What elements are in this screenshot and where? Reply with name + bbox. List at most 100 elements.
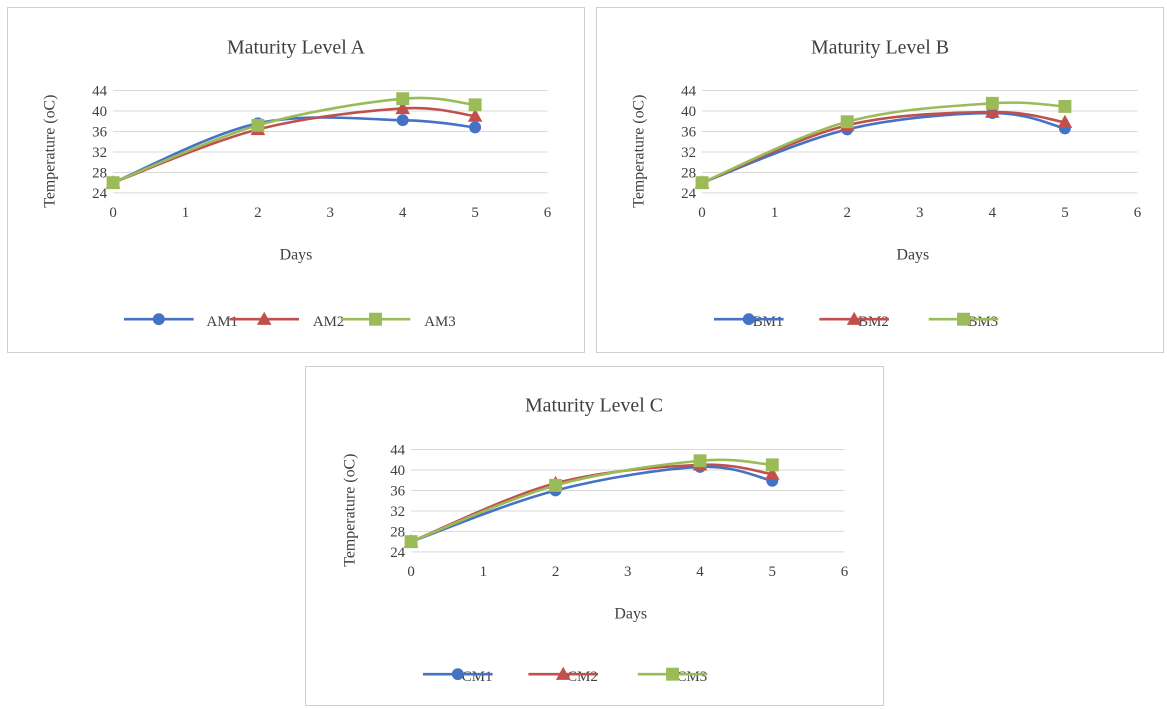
series-line-bm1: [700, 111, 1067, 184]
series-line-cm3: [409, 458, 774, 543]
x-tick-label-a-1: 1: [182, 205, 189, 221]
x-tick-label-c-5: 5: [769, 564, 776, 580]
legend-marker-am2: [256, 311, 272, 325]
data-point-bm3-day0: [695, 176, 709, 190]
gridlines-a: [113, 90, 548, 194]
legend-marker-cm2: [555, 666, 571, 680]
x-tick-label-b-4: 4: [989, 205, 997, 221]
y-tick-label-a-32: 32: [92, 145, 107, 161]
data-point-cm3-day0: [404, 535, 418, 549]
gridlines-c: [411, 449, 845, 553]
x-tick-label-b-3: 3: [916, 205, 923, 221]
chart-panel-a: Maturity Level A Days Temperature (oC) A…: [7, 7, 585, 353]
series-line-am3: [111, 96, 477, 184]
legend-marker-bm2: [846, 311, 862, 325]
x-axis-title-b: Days: [896, 247, 929, 264]
chart-title-b: Maturity Level B: [811, 37, 949, 59]
chart-title-a: Maturity Level A: [227, 37, 366, 59]
x-tick-label-c-2: 2: [552, 564, 559, 580]
x-tick-label-c-3: 3: [624, 564, 631, 580]
y-tick-label-c-44: 44: [390, 442, 405, 458]
x-tick-label-a-3: 3: [327, 205, 334, 221]
x-tick-label-a-6: 6: [544, 205, 552, 221]
y-tick-label-b-44: 44: [681, 83, 696, 99]
data-point-bm2-day5: [1057, 114, 1073, 128]
data-point-bm3-day2: [840, 115, 854, 129]
data-point-bm3-day4: [985, 96, 999, 110]
data-point-cm2-day5: [764, 466, 780, 480]
y-tick-label-a-28: 28: [92, 165, 107, 181]
x-axis-title-a: Days: [280, 247, 313, 264]
x-tick-label-a-0: 0: [109, 205, 116, 221]
x-tick-label-c-0: 0: [407, 564, 414, 580]
x-tick-label-c-1: 1: [480, 564, 487, 580]
x-tick-label-c-4: 4: [696, 564, 704, 580]
y-tick-label-c-32: 32: [390, 504, 405, 520]
y-tick-label-b-28: 28: [681, 165, 696, 181]
y-axis-title-b: Temperature (oC): [630, 95, 647, 208]
x-tick-label-b-6: 6: [1134, 205, 1142, 221]
chart-title-c: Maturity Level C: [525, 395, 663, 417]
legend-marker-am3: [369, 312, 382, 326]
data-point-cm3-day2: [549, 478, 563, 492]
x-tick-label-b-1: 1: [771, 205, 778, 221]
legend-label-bm2: BM2: [858, 314, 889, 330]
data-point-bm3-day5: [1058, 99, 1072, 113]
data-point-cm3-day5: [765, 458, 779, 472]
legend-label-cm3: CM3: [677, 669, 708, 685]
x-tick-label-b-0: 0: [698, 205, 705, 221]
chart-panel-b: Maturity Level B Days Temperature (oC) B…: [596, 7, 1164, 353]
y-axis-title-c: Temperature (oC): [341, 454, 358, 567]
series-line-cm1: [409, 465, 774, 543]
chart-panel-c: Maturity Level C Days Temperature (oC) C…: [305, 366, 884, 706]
series-line-bm3: [700, 101, 1067, 184]
x-tick-label-a-2: 2: [254, 205, 261, 221]
data-point-am3-day0: [106, 176, 120, 190]
legend-label-bm1: BM1: [753, 314, 784, 330]
x-axis-title-c: Days: [614, 606, 647, 623]
data-point-am2-day5: [467, 108, 483, 122]
chart-svg-c: Maturity Level C Days Temperature (oC) C…: [341, 395, 849, 685]
y-tick-label-a-44: 44: [92, 83, 107, 99]
data-point-cm3-day4: [693, 454, 707, 468]
data-point-am1-day5: [469, 121, 482, 134]
data-point-am3-day2: [251, 118, 265, 132]
data-point-am1-day4: [396, 114, 409, 127]
legend-marker-bm1: [742, 313, 755, 326]
legend-label-am2: AM2: [313, 314, 344, 330]
y-tick-label-a-24: 24: [92, 186, 107, 202]
y-tick-label-b-24: 24: [681, 186, 696, 202]
legend-label-am1: AM1: [207, 314, 238, 330]
x-tick-label-b-5: 5: [1061, 205, 1068, 221]
legend-marker-cm1: [451, 668, 464, 681]
gridlines-b: [702, 90, 1138, 194]
y-axis-title-a: Temperature (oC): [41, 95, 58, 208]
x-tick-label-a-5: 5: [471, 205, 478, 221]
y-tick-label-c-36: 36: [390, 483, 405, 499]
y-tick-label-a-40: 40: [92, 104, 107, 120]
y-tick-label-b-36: 36: [681, 124, 696, 140]
legend-label-cm2: CM2: [567, 669, 598, 685]
legend-marker-am1: [152, 313, 165, 326]
legend-label-bm3: BM3: [967, 314, 998, 330]
y-tick-label-c-24: 24: [390, 545, 405, 561]
chart-svg-a: Maturity Level A Days Temperature (oC) A…: [41, 37, 552, 330]
legend-label-cm1: CM1: [462, 669, 493, 685]
legend-label-am3: AM3: [424, 314, 455, 330]
data-point-am3-day4: [396, 92, 410, 106]
y-tick-label-b-32: 32: [681, 145, 696, 161]
chart-svg-b: Maturity Level B Days Temperature (oC) B…: [630, 37, 1142, 330]
legend-marker-cm3: [666, 667, 679, 681]
x-tick-label-b-2: 2: [843, 205, 850, 221]
y-tick-label-a-36: 36: [92, 124, 107, 140]
y-tick-label-c-40: 40: [390, 463, 405, 479]
legend-marker-bm3: [957, 312, 970, 326]
y-tick-label-b-40: 40: [681, 104, 696, 120]
series-line-am2: [111, 106, 477, 184]
data-point-am2-day4: [395, 100, 411, 115]
y-tick-label-c-28: 28: [390, 524, 405, 540]
x-tick-label-c-6: 6: [841, 564, 849, 580]
data-point-bm2-day4: [985, 104, 1000, 118]
x-tick-label-a-4: 4: [399, 205, 407, 221]
data-point-am3-day5: [468, 98, 482, 112]
